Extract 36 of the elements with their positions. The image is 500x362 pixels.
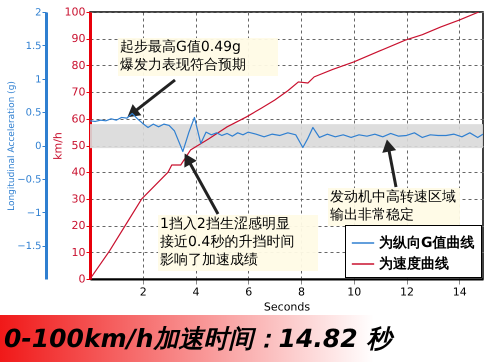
y-tick-label: 100 xyxy=(64,6,86,18)
y-tick-label: 80 xyxy=(72,58,86,72)
x-tick-label: 4 xyxy=(192,286,200,298)
x-tick-label: 14 xyxy=(452,286,467,298)
x-tick-label: 10 xyxy=(347,286,362,298)
y-tick-label: 70 xyxy=(72,86,86,99)
legend-label: 为速度曲线 xyxy=(379,255,449,272)
y-tick-label: 50 xyxy=(72,139,86,152)
annotation: 起步最高G值0.49g爆发力表现符合预期 xyxy=(120,39,246,73)
y2-tick-label: −1 xyxy=(26,208,42,219)
annotation: 1挡入2挡生涩感明显接近0.4秒的升挡时间影响了加速成绩 xyxy=(160,216,294,268)
x-tick-label: 8 xyxy=(298,286,306,298)
y-tick-label: 30 xyxy=(72,192,86,206)
annotation: 发动机中高转速区域输出非常稳定 xyxy=(330,189,456,223)
x-tick-label: 6 xyxy=(245,286,252,298)
y-tick-label: 0 xyxy=(78,272,86,286)
line-series xyxy=(90,12,480,279)
y-tick-label: 20 xyxy=(72,219,86,232)
y2-tick-label: −0.5 xyxy=(17,174,42,186)
y2-tick-label: −1.5 xyxy=(17,241,42,252)
y-tick-label: 60 xyxy=(72,112,86,126)
y2-tick-label: 0 xyxy=(35,141,42,152)
x-tick-label: 2 xyxy=(140,286,147,298)
y2-tick-label: 2 xyxy=(35,8,42,18)
y2-tick-label: 1 xyxy=(35,74,42,86)
text: 0-100km/h加速时间：14.82 秒 xyxy=(4,324,394,353)
x-axis-title: Seconds xyxy=(264,300,310,314)
y-axis-title: km/h xyxy=(52,132,65,160)
y2-tick-label: 1.5 xyxy=(26,40,42,52)
legend-label: 为纵向G值曲线 xyxy=(379,235,474,251)
y-tick-label: 40 xyxy=(72,166,86,179)
x-tick-label: 12 xyxy=(400,286,414,298)
y2-axis-title: Longitudinal Acceleration (g) xyxy=(7,81,18,211)
y-tick-label: 10 xyxy=(72,246,86,259)
y-tick-label: 90 xyxy=(72,32,86,46)
y2-tick-label: 0.5 xyxy=(26,108,42,119)
